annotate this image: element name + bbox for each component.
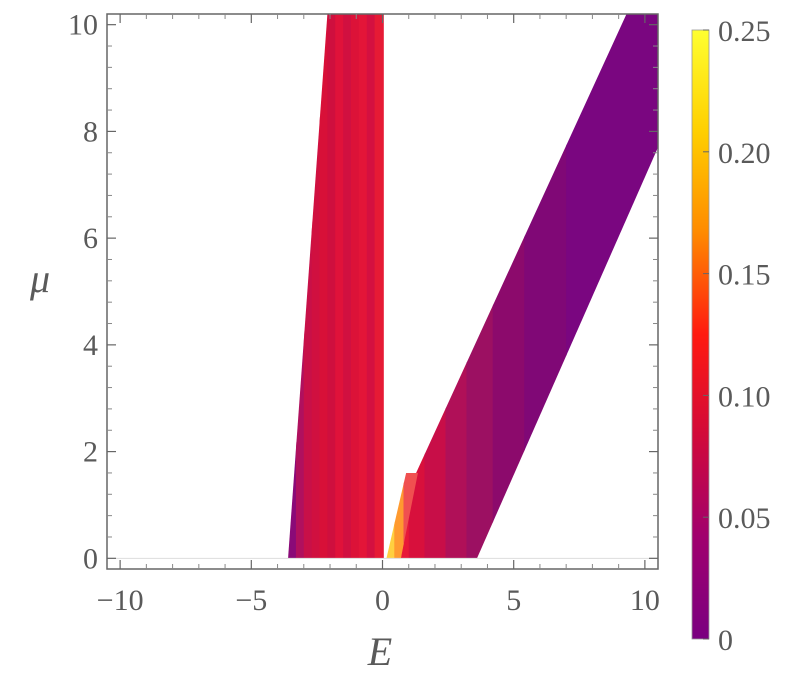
heatmap-cell <box>351 14 360 559</box>
colorbar-tick-label: 0.10 <box>718 380 771 413</box>
colorbar-tick-label: 0.15 <box>718 259 771 292</box>
x-tick-label: 0 <box>375 584 390 617</box>
y-tick-label: 0 <box>83 542 98 575</box>
heatmap-cell <box>319 14 328 559</box>
heatmap-cell <box>445 14 468 559</box>
colorbar-tick-label: 0.25 <box>718 15 771 48</box>
heatmap-cell <box>327 14 336 559</box>
colorbar <box>691 29 710 640</box>
colorbar-axis: 0 0.05 0.10 0.15 0.20 0.25 <box>703 15 771 657</box>
heatmap-cell <box>374 14 384 559</box>
heatmap-cell <box>295 14 305 559</box>
heatmap-cell <box>335 14 344 559</box>
x-axis: −10 −5 0 5 10 <box>97 14 660 617</box>
heatmap-cell <box>566 14 658 559</box>
heatmap-band <box>400 14 658 559</box>
x-axis-title: E <box>367 629 392 674</box>
heatmap-cell <box>288 14 297 559</box>
y-tick-label: 2 <box>83 436 98 469</box>
x-tick-label: −10 <box>97 584 144 617</box>
y-axis-title: μ <box>29 256 50 301</box>
colorbar-tick-label: 0.05 <box>718 502 771 535</box>
y-axis: 0 2 4 6 8 10 <box>68 9 658 575</box>
heatmap-cell <box>358 14 368 559</box>
y-tick-label: 6 <box>83 222 98 255</box>
heatmap-cell <box>366 14 376 559</box>
heatmap-cell <box>311 14 321 559</box>
colorbar-tick-label: 0.20 <box>718 137 771 170</box>
y-tick-label: 4 <box>83 329 98 362</box>
colorbar-tick-label: 0 <box>718 624 733 657</box>
heatmap-cell <box>424 14 447 559</box>
heatmap-cell <box>343 14 352 559</box>
plot-area <box>107 14 658 559</box>
heatmap-cell <box>492 14 525 559</box>
y-tick-label: 10 <box>68 9 98 42</box>
heatmap-cell <box>524 14 567 559</box>
x-tick-label: 5 <box>506 584 521 617</box>
heatmap-cell <box>386 472 395 559</box>
x-tick-label: 10 <box>630 584 660 617</box>
heatmap-cell <box>303 14 313 559</box>
x-tick-label: −5 <box>235 584 267 617</box>
heatmap-cell <box>466 14 494 559</box>
heatmap-band <box>288 14 384 559</box>
y-tick-label: 8 <box>83 115 98 148</box>
heatmap-cell <box>394 472 405 559</box>
